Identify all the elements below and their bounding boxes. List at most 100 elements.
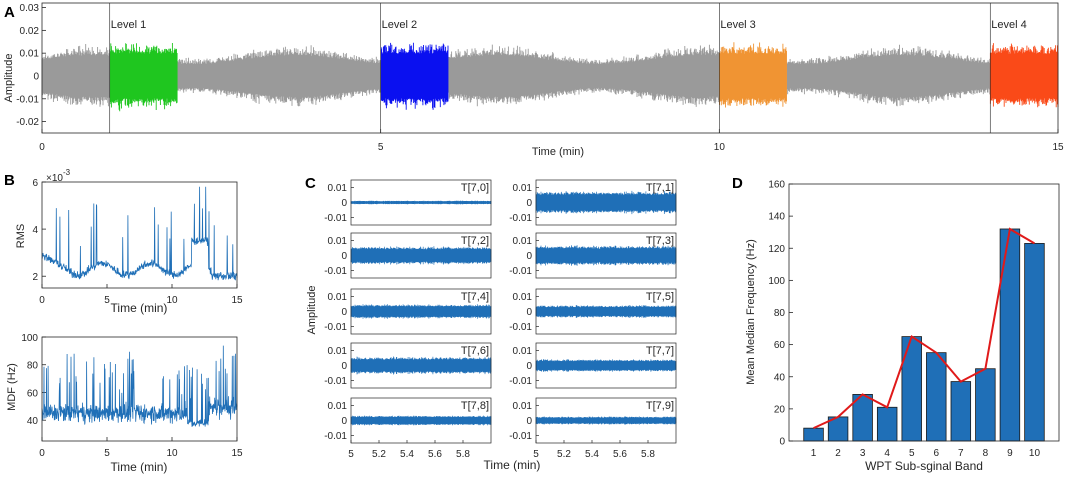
- level-segment: [110, 43, 177, 111]
- ytick-label: 0.01: [513, 401, 533, 412]
- subplot-label: T[7,7]: [646, 345, 674, 357]
- subplot-label: T[7,1]: [646, 182, 674, 194]
- level-segment: [720, 42, 787, 107]
- ytick-label: 60: [27, 388, 39, 399]
- panel-b2-xticks: 0 5 10 15: [39, 437, 243, 459]
- panel-c: C Amplitude 0.010-0.01T[7,0] 0.010-0.01T[…: [305, 175, 676, 472]
- ytick-label: 40: [27, 416, 39, 427]
- ytick-label: 0.01: [513, 183, 533, 194]
- xtick-label: 5.8: [641, 449, 655, 460]
- ytick-label: 6: [32, 178, 38, 189]
- xtick-label: 15: [1052, 142, 1064, 153]
- xtick-label: 10: [166, 295, 178, 306]
- ytick-label: 0.01: [328, 236, 348, 247]
- ytick-label: -0.01: [509, 376, 532, 387]
- ytick-label: 0.03: [20, 3, 40, 14]
- ytick-label: 0: [341, 198, 347, 209]
- panel-b-letter: B: [4, 172, 15, 189]
- panel-d-bars: [804, 229, 1045, 441]
- level-label: Level 3: [720, 19, 755, 31]
- subplot: 0.01 0 -0.01 T[7,3]: [509, 233, 676, 278]
- bar: [1025, 243, 1045, 441]
- subplot: 0.01 0 -0.01 T[7,5]: [509, 289, 676, 334]
- ytick-label: -0.01: [509, 213, 532, 224]
- xtick-label: 5.4: [585, 449, 599, 460]
- ytick-label: 0.01: [328, 183, 348, 194]
- level-label: Level 4: [991, 19, 1026, 31]
- subplot-label: T[7,9]: [646, 400, 674, 412]
- panel-a-ylabel: Amplitude: [3, 54, 15, 103]
- xtick-label: 4: [884, 448, 890, 459]
- xtick-label: 5: [348, 449, 354, 460]
- subplot-label: T[7,6]: [461, 345, 489, 357]
- ytick-label: 0: [341, 307, 347, 318]
- subband-signal: [536, 359, 676, 372]
- figure: A Amplitude 0.030.020.010-0.01-0.02 0 5 10…: [0, 0, 1067, 477]
- panel-b-ylabel: RMS: [15, 224, 27, 248]
- subplot: 0.01 0 -0.01 T[7,1]: [509, 180, 676, 225]
- panel-c-xlabel: Time (min): [484, 458, 541, 472]
- ytick-label: 0: [779, 437, 785, 448]
- rms-line: [42, 187, 237, 281]
- ytick-label: 100: [768, 276, 785, 287]
- subband-signal: [351, 201, 491, 205]
- subband-signal: [351, 246, 491, 264]
- ytick-label: 2: [32, 272, 38, 283]
- mdf-line: [42, 346, 237, 427]
- ytick-label: 0.01: [328, 401, 348, 412]
- ytick-label: 0: [341, 251, 347, 262]
- ytick-label: 40: [774, 372, 786, 383]
- xtick-label: 3: [860, 448, 866, 459]
- panel-d-xlabel: WPT Sub-sginal Band: [865, 459, 983, 473]
- panel-a: A Amplitude 0.03 0.02 0.01 0 -0.01 -0.02 0 5 10…: [3, 3, 1064, 158]
- ytick-label: -0.01: [324, 322, 347, 333]
- ytick-label: 0: [526, 416, 532, 427]
- bar: [1000, 229, 1020, 441]
- subplot-label: T[7,2]: [461, 235, 489, 247]
- xtick-label: 5.6: [613, 449, 627, 460]
- xtick-label: 7: [958, 448, 964, 459]
- panel-a-letter: A: [4, 4, 15, 21]
- ytick-label: 4: [32, 225, 38, 236]
- ytick-label: -0.01: [16, 94, 39, 105]
- ytick-label: 0.01: [513, 292, 533, 303]
- panel-d: D Mean Median Frequency (Hz) 16014012010…: [732, 175, 1059, 473]
- rms-series: [42, 187, 237, 281]
- subband-signal: [351, 357, 491, 375]
- baseline-signal: [42, 44, 990, 107]
- ytick-label: 0.01: [513, 346, 533, 357]
- xtick-label: 1: [811, 448, 817, 459]
- panel-b: B ×10 -3 RMS 6 4 2 0 5 10 15 Time (min): [4, 168, 243, 315]
- bar: [951, 382, 971, 441]
- bar: [976, 369, 996, 441]
- xtick-label: 5.2: [557, 449, 571, 460]
- ytick-label: 20: [774, 404, 786, 415]
- bar: [877, 407, 897, 441]
- panel-c-letter: C: [305, 175, 316, 192]
- ytick-label: -0.01: [324, 266, 347, 277]
- subplot: 0.010-0.01T[7,6]: [324, 343, 491, 388]
- subband-signal: [536, 416, 676, 424]
- xtick-label: 9: [1007, 448, 1013, 459]
- ytick-label: 0: [526, 307, 532, 318]
- subplot-label: T[7,4]: [461, 291, 489, 303]
- bar: [804, 428, 824, 441]
- subband-signal: [536, 191, 676, 214]
- ytick-label: 0: [526, 198, 532, 209]
- xtick-label: 5.4: [400, 449, 414, 460]
- panel-c-subplots: 0.01 0 -0.01 T[7,0] 0.01 0 -0.01 T[7,1] 0.01 0 -0.…: [324, 180, 676, 460]
- ytick-label: 120: [768, 244, 785, 255]
- panel-d-letter: D: [732, 175, 743, 192]
- level-label: Level 1: [111, 19, 146, 31]
- mdf-series: [42, 346, 237, 427]
- xtick-label: 6: [933, 448, 939, 459]
- ytick-label: -0.01: [509, 266, 532, 277]
- subplot: 0.010-0.01T[7,9]5 5.2 5.4 5.6 5.8: [509, 398, 676, 460]
- ytick-label: 0.02: [20, 26, 40, 37]
- subband-signal: [536, 245, 676, 265]
- ytick-label: 80: [27, 361, 39, 372]
- xtick-label: 0: [39, 295, 45, 306]
- xtick-label: 5: [909, 448, 915, 459]
- xtick-label: 2: [835, 448, 841, 459]
- ytick-label: -0.01: [509, 431, 532, 442]
